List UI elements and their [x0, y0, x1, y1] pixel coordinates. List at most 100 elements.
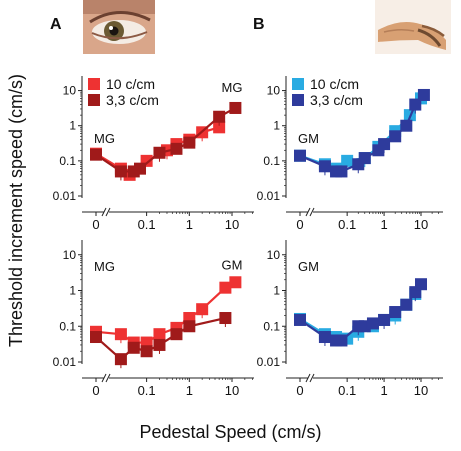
x-tick-label: 0.1 — [138, 217, 156, 232]
data-point — [213, 121, 226, 134]
x-tick-label: 0.1 — [138, 383, 156, 398]
y-tick-label: 0.1 — [263, 154, 280, 168]
data-point — [219, 312, 232, 325]
data-point — [134, 162, 147, 175]
data-point — [114, 328, 127, 341]
data-point — [389, 130, 402, 143]
data-point — [318, 331, 331, 344]
eye-photo-icon — [83, 0, 155, 54]
y-tick-label: 0.1 — [59, 319, 76, 333]
x-tick-label: 1 — [380, 217, 387, 232]
x-axis-label: Pedestal Speed (cm/s) — [139, 422, 322, 442]
annotation-label: GM — [222, 258, 243, 273]
axis-break-mark — [305, 207, 311, 217]
y-axis-label-container: Threshold increment speed (cm/s) — [2, 40, 32, 380]
x-tick-label: 0 — [296, 383, 303, 398]
data-point — [366, 317, 379, 330]
data-point — [114, 165, 127, 178]
x-tick-label: 1 — [186, 383, 193, 398]
axis-break-mark — [309, 373, 315, 383]
annotation-label: MG — [94, 131, 115, 146]
data-point — [400, 298, 413, 311]
annotation-label: GM — [298, 131, 319, 146]
legend-label: 10 c/cm — [106, 76, 155, 92]
hand-photo-icon — [375, 0, 451, 54]
data-point — [294, 149, 306, 162]
data-point — [415, 278, 427, 291]
data-point — [229, 101, 242, 114]
x-tick-label: 0.1 — [338, 217, 356, 232]
y-tick-label: 0.01 — [53, 355, 77, 369]
data-point — [417, 88, 430, 101]
legend-label: 3,3 c/cm — [106, 92, 159, 108]
y-tick-label: 1 — [69, 284, 76, 298]
data-point — [335, 165, 348, 178]
data-point — [229, 276, 242, 289]
data-point — [153, 146, 166, 159]
y-tick-label: 10 — [267, 248, 281, 262]
x-tick-label: 0 — [92, 383, 99, 398]
panel-a-top-plot: 0.01 0.1 1 10 0 0.1 1 10 10 c/cm3,3 c/cm MG MG — [53, 76, 254, 232]
data-point — [213, 110, 226, 123]
data-point — [294, 313, 306, 326]
y-tick-label: 10 — [63, 84, 77, 98]
y-tick-label: 1 — [69, 119, 76, 133]
data-point — [127, 341, 140, 354]
axis-break-mark — [101, 373, 107, 383]
data-point — [318, 160, 331, 173]
data-point — [153, 328, 166, 341]
legend-swatch — [292, 78, 304, 90]
data-point — [341, 154, 354, 167]
annotation-label: GM — [298, 259, 319, 274]
x-tick-label: 10 — [414, 217, 428, 232]
panel-b-bottom-plot: 0.01 0.1 1 10 0 0.1 1 10 GM — [257, 240, 443, 398]
data-point — [153, 338, 166, 351]
axis-break-mark — [101, 207, 107, 217]
data-point — [335, 334, 348, 347]
data-point — [170, 328, 183, 341]
y-tick-label: 1 — [273, 119, 280, 133]
data-point — [358, 152, 371, 165]
panel-b-label: B — [253, 16, 265, 33]
data-point — [400, 119, 413, 132]
legend-label: 10 c/cm — [310, 76, 359, 92]
x-tick-label: 1 — [380, 383, 387, 398]
legend-label: 3,3 c/cm — [310, 92, 363, 108]
y-tick-label: 0.01 — [257, 189, 281, 203]
axis-break-mark — [105, 207, 111, 217]
x-tick-label: 0 — [296, 217, 303, 232]
x-tick-label: 10 — [225, 217, 239, 232]
legend-swatch — [292, 94, 304, 106]
x-tick-label: 10 — [414, 383, 428, 398]
y-tick-label: 0.1 — [59, 154, 76, 168]
data-point — [378, 313, 391, 326]
data-point — [170, 142, 183, 155]
data-point — [140, 345, 153, 358]
data-point — [90, 331, 102, 344]
data-point — [196, 303, 209, 316]
x-tick-label: 10 — [225, 383, 239, 398]
data-point — [409, 98, 422, 111]
panel-a-label: A — [50, 16, 62, 33]
data-point — [219, 281, 232, 294]
panel-b-top-plot: 0.01 0.1 1 10 0 0.1 1 10 10 c/cm3,3 c/cm GM — [257, 76, 443, 232]
annotation-label: MG — [222, 80, 243, 95]
y-axis-label: Threshold increment speed (cm/s) — [6, 73, 27, 347]
data-point — [183, 320, 196, 333]
y-tick-label: 10 — [267, 84, 281, 98]
y-tick-label: 0.1 — [263, 319, 280, 333]
data-point — [114, 353, 127, 366]
x-tick-label: 1 — [186, 217, 193, 232]
annotation-label: MG — [94, 259, 115, 274]
y-tick-label: 0.01 — [257, 355, 281, 369]
x-tick-label: 0.1 — [338, 383, 356, 398]
axis-break-mark — [305, 373, 311, 383]
y-tick-label: 1 — [273, 284, 280, 298]
data-point — [90, 148, 102, 161]
data-point — [389, 306, 402, 319]
axis-break-mark — [105, 373, 111, 383]
data-point — [378, 138, 391, 151]
series-line — [95, 281, 236, 344]
axis-break-mark — [309, 207, 315, 217]
